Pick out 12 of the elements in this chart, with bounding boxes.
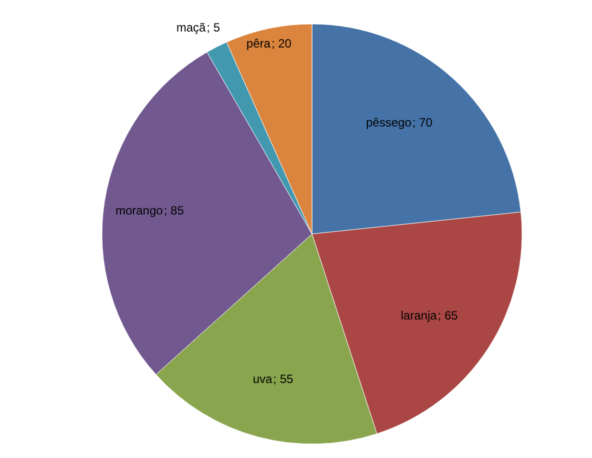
data-label: ; 20 [271, 36, 292, 50]
slice-label: uva [252, 372, 272, 386]
slice-label: laranja [400, 308, 438, 323]
slice-label: pêssego [366, 116, 412, 130]
data-label: ; 5 [206, 20, 220, 34]
slice-label: maçã [176, 20, 206, 34]
data-label: ; 55 [273, 372, 294, 386]
data-label: ; 85 [164, 204, 184, 218]
slice-label: pêra [246, 36, 271, 50]
data-label: ; 65 [438, 308, 458, 323]
data-label: ; 70 [412, 116, 433, 130]
slice-label: morango [115, 204, 164, 218]
